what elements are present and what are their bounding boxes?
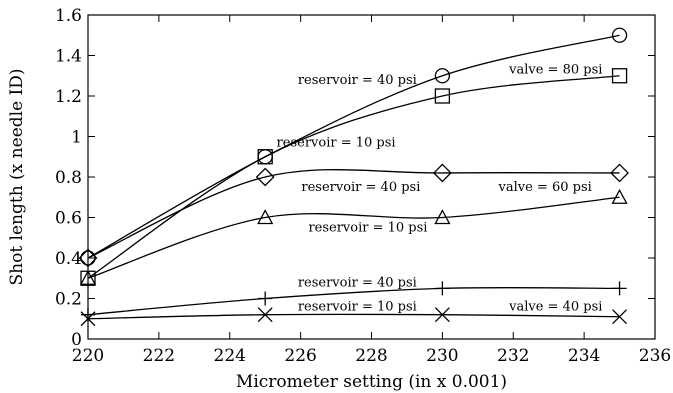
series-curves (87, 34, 620, 320)
x-axis-label: Micrometer setting (in x 0.001) (236, 372, 507, 392)
annotation-label: reservoir = 10 psi (277, 136, 396, 151)
annotations: reservoir = 40 psi valve = 80 psi reservoi… (277, 63, 603, 315)
series-curve-triangle (87, 196, 620, 279)
y-axis-label: Shot length (x needle ID) (7, 68, 27, 285)
marker-cross (612, 309, 628, 325)
marker-circle (611, 27, 628, 43)
y-tick-label: 0 (71, 330, 82, 350)
marker-square (257, 149, 273, 165)
y-tick-label: 0.8 (55, 168, 82, 188)
y-tick-label: 1 (71, 128, 82, 148)
plot-frame (87, 14, 656, 340)
y-tick-label: 0.6 (55, 209, 82, 229)
x-tick-label: 228 (355, 346, 387, 366)
x-tick-label: 220 (72, 346, 104, 366)
marker-plus (258, 291, 273, 306)
annotation-label: reservoir = 40 psi (301, 180, 420, 195)
marker-diamond (255, 167, 275, 187)
marker-plus (612, 281, 627, 296)
annotation-label: reservoir = 40 psi (298, 275, 417, 290)
marker-cross (434, 307, 450, 323)
series-curve-diamond (87, 169, 620, 259)
x-tick-label: 230 (426, 346, 458, 366)
x-tick-label: 236 (639, 346, 671, 366)
y-tick-label: 0.4 (55, 249, 82, 269)
y-tick-label: 1.2 (55, 87, 82, 107)
marker-square (611, 68, 628, 84)
marker-cross (257, 307, 273, 323)
marker-triangle (257, 209, 274, 225)
y-tick-label: 1.6 (55, 6, 82, 26)
annotation-label: reservoir = 10 psi (308, 221, 427, 236)
axis-ticks: 220 222 224 226 228 230 232 234 236 0 0.2 0.4 0.6 0.8… (55, 6, 671, 366)
annotation-label: reservoir = 40 psi (298, 73, 417, 88)
x-tick-label: 232 (497, 346, 529, 366)
y-tick-label: 1.4 (55, 47, 82, 67)
annotation-label: valve = 60 psi (498, 180, 592, 195)
series-curve-plus (87, 286, 620, 316)
series-curve-cross (87, 313, 620, 320)
marker-triangle (611, 188, 628, 204)
marker-diamond (432, 163, 452, 183)
x-tick-label: 222 (143, 346, 175, 366)
x-tick-label: 234 (568, 346, 600, 366)
series-curve-square (87, 75, 620, 279)
marker-diamond (610, 163, 629, 183)
series-curve-circle (87, 34, 620, 259)
marker-triangle (434, 209, 451, 225)
marker-circle (434, 68, 451, 84)
x-tick-label: 226 (284, 346, 316, 366)
x-tick-label: 224 (214, 346, 246, 366)
marker-square (434, 88, 451, 104)
y-tick-label: 0.2 (55, 290, 82, 310)
annotation-label: valve = 40 psi (508, 300, 602, 315)
annotation-label: reservoir = 10 psi (298, 300, 417, 315)
annotation-label: valve = 80 psi (508, 63, 602, 78)
marker-plus (435, 281, 450, 296)
